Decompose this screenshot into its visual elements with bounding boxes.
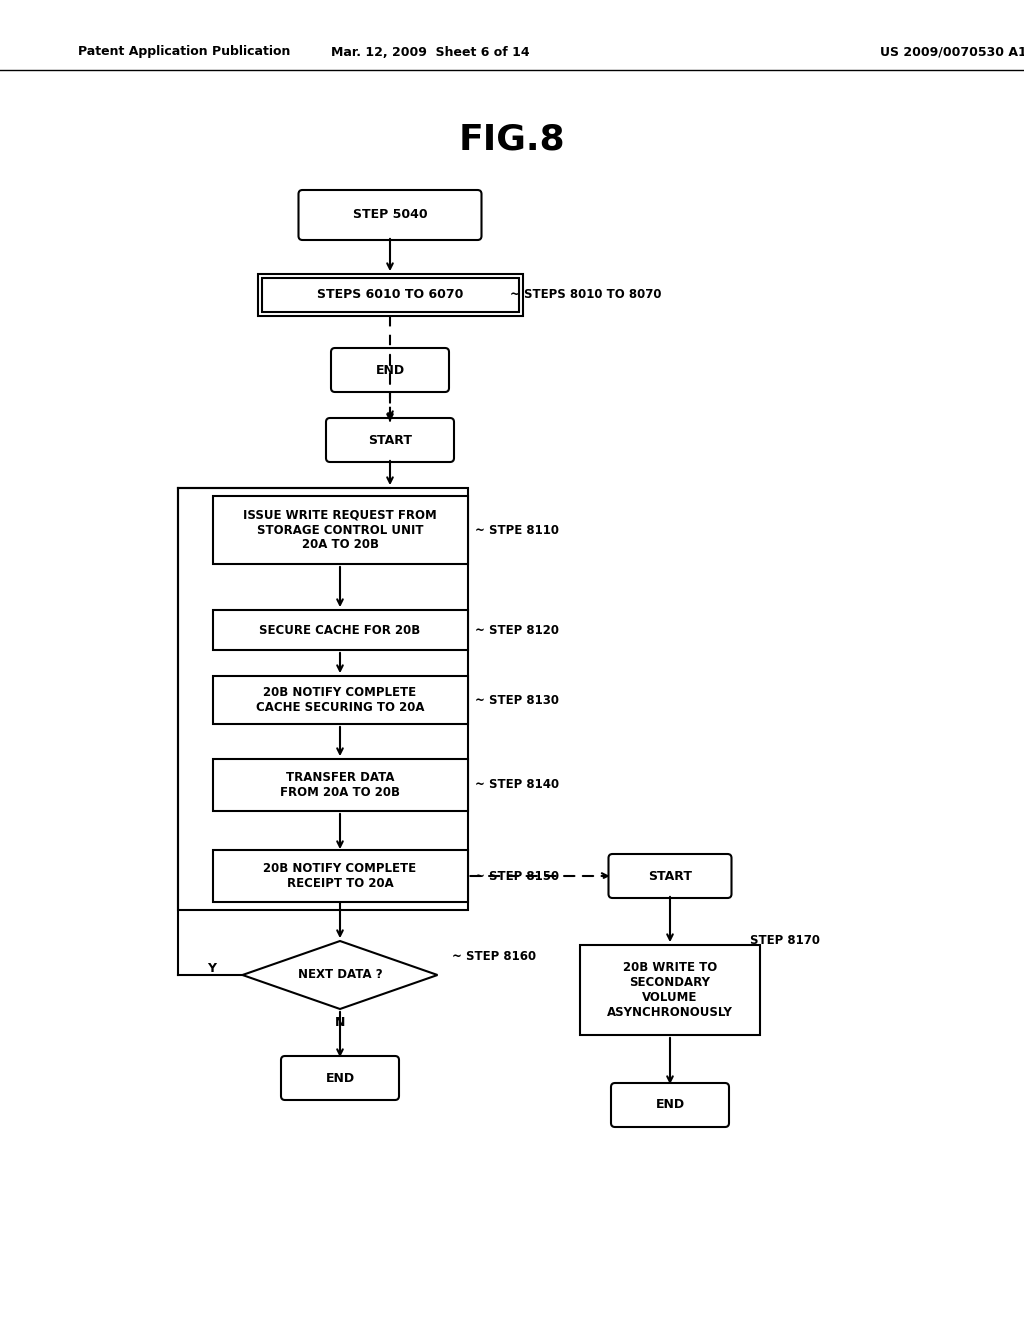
Text: END: END bbox=[326, 1072, 354, 1085]
Text: SECURE CACHE FOR 20B: SECURE CACHE FOR 20B bbox=[259, 623, 421, 636]
Text: END: END bbox=[655, 1098, 685, 1111]
Text: ~ STEP 8140: ~ STEP 8140 bbox=[475, 779, 559, 792]
Text: Y: Y bbox=[208, 961, 216, 974]
Polygon shape bbox=[243, 941, 437, 1008]
Text: STEP 8170: STEP 8170 bbox=[750, 933, 820, 946]
Bar bbox=[261, 279, 518, 312]
Text: FIG.8: FIG.8 bbox=[459, 123, 565, 157]
Bar bbox=[213, 676, 468, 723]
Text: ~ STEPS 8010 TO 8070: ~ STEPS 8010 TO 8070 bbox=[510, 289, 662, 301]
FancyBboxPatch shape bbox=[281, 1056, 399, 1100]
Bar bbox=[213, 496, 468, 564]
Bar bbox=[213, 759, 468, 810]
Text: TRANSFER DATA
FROM 20A TO 20B: TRANSFER DATA FROM 20A TO 20B bbox=[280, 771, 400, 799]
Text: 20B NOTIFY COMPLETE
CACHE SECURING TO 20A: 20B NOTIFY COMPLETE CACHE SECURING TO 20… bbox=[256, 686, 424, 714]
Bar bbox=[178, 488, 468, 909]
Bar bbox=[580, 945, 760, 1035]
Text: N: N bbox=[335, 1016, 345, 1030]
FancyBboxPatch shape bbox=[326, 418, 454, 462]
Text: START: START bbox=[368, 433, 412, 446]
Bar bbox=[213, 850, 468, 902]
Text: ~ STEP 8150: ~ STEP 8150 bbox=[475, 870, 559, 883]
FancyBboxPatch shape bbox=[299, 190, 481, 240]
Text: END: END bbox=[376, 363, 404, 376]
Text: STEPS 6010 TO 6070: STEPS 6010 TO 6070 bbox=[316, 289, 463, 301]
Text: Mar. 12, 2009  Sheet 6 of 14: Mar. 12, 2009 Sheet 6 of 14 bbox=[331, 45, 529, 58]
Text: Patent Application Publication: Patent Application Publication bbox=[78, 45, 291, 58]
Bar bbox=[257, 275, 522, 315]
Text: ~ STPE 8110: ~ STPE 8110 bbox=[475, 524, 559, 536]
Text: 20B WRITE TO
SECONDARY
VOLUME
ASYNCHRONOUSLY: 20B WRITE TO SECONDARY VOLUME ASYNCHRONO… bbox=[607, 961, 733, 1019]
FancyBboxPatch shape bbox=[611, 1082, 729, 1127]
Text: ISSUE WRITE REQUEST FROM
STORAGE CONTROL UNIT
20A TO 20B: ISSUE WRITE REQUEST FROM STORAGE CONTROL… bbox=[243, 508, 437, 552]
Text: 20B NOTIFY COMPLETE
RECEIPT TO 20A: 20B NOTIFY COMPLETE RECEIPT TO 20A bbox=[263, 862, 417, 890]
Text: US 2009/0070530 A1: US 2009/0070530 A1 bbox=[880, 45, 1024, 58]
Text: NEXT DATA ?: NEXT DATA ? bbox=[298, 969, 382, 982]
FancyBboxPatch shape bbox=[608, 854, 731, 898]
Text: ~ STEP 8120: ~ STEP 8120 bbox=[475, 623, 559, 636]
Text: ~ STEP 8130: ~ STEP 8130 bbox=[475, 693, 559, 706]
FancyBboxPatch shape bbox=[331, 348, 449, 392]
Text: ~ STEP 8160: ~ STEP 8160 bbox=[452, 949, 537, 962]
Text: STEP 5040: STEP 5040 bbox=[352, 209, 427, 222]
Text: START: START bbox=[648, 870, 692, 883]
Bar bbox=[213, 610, 468, 649]
